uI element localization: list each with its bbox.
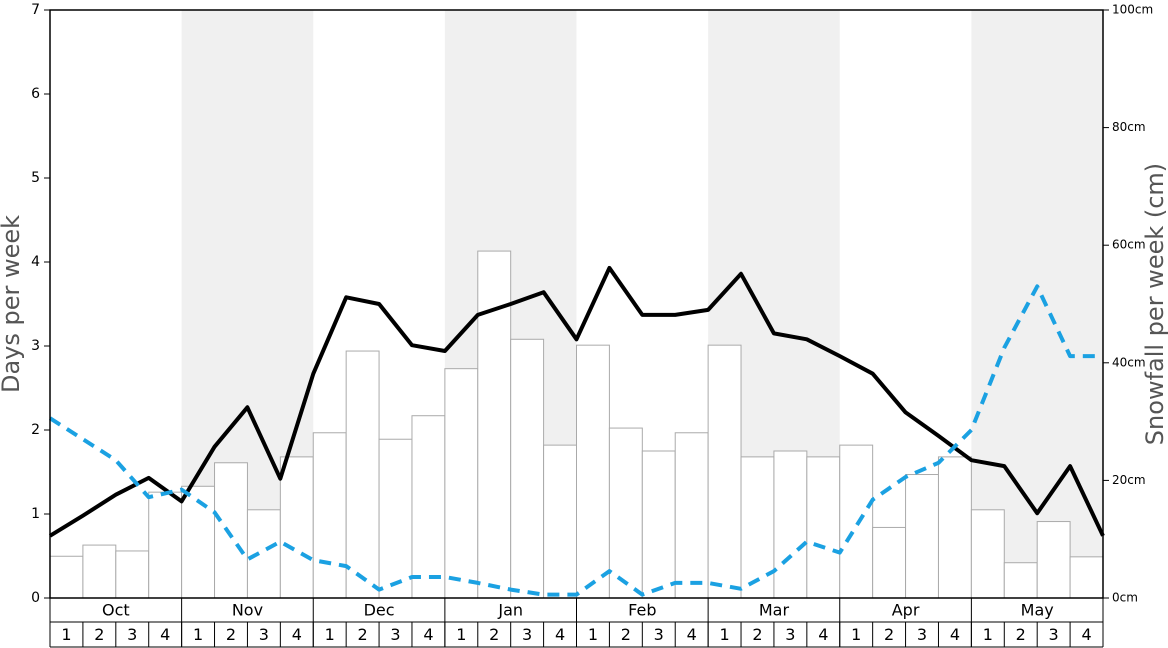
- x-tick-label: 2: [489, 625, 499, 644]
- x-tick-label: 1: [456, 625, 466, 644]
- month-label: Nov: [232, 601, 263, 620]
- bar: [937, 456, 972, 599]
- bar: [345, 350, 380, 599]
- x-tick-label: 4: [160, 625, 170, 644]
- month-label: Dec: [364, 601, 395, 620]
- x-tick-label: 4: [555, 625, 565, 644]
- bar: [576, 344, 610, 599]
- month-label: Jan: [497, 601, 523, 620]
- y2-tick-label: 0cm: [1112, 591, 1138, 605]
- bar: [641, 450, 676, 599]
- y-tick-label: 0: [31, 590, 40, 606]
- y2-axis-label: Snowfall per week (cm): [1141, 163, 1168, 445]
- x-tick-label: 3: [1049, 625, 1059, 644]
- x-tick-label: 3: [390, 625, 400, 644]
- x-tick-label: 2: [621, 625, 631, 644]
- y-axis-label: Days per week: [0, 215, 25, 393]
- x-tick-label: 3: [654, 625, 664, 644]
- bar: [312, 432, 347, 599]
- bar: [477, 250, 512, 599]
- x-tick-label: 3: [522, 625, 532, 644]
- bar: [246, 509, 281, 599]
- x-tick-label: 4: [818, 625, 828, 644]
- month-label: Feb: [628, 601, 656, 620]
- y-tick-label: 2: [31, 422, 40, 438]
- x-tick-label: 3: [259, 625, 269, 644]
- y2-tick-label: 40cm: [1112, 355, 1146, 369]
- bar: [510, 338, 545, 599]
- month-label: May: [1021, 601, 1054, 620]
- bar: [411, 415, 446, 599]
- bar: [872, 526, 907, 599]
- bar: [543, 444, 577, 599]
- bar: [1069, 556, 1104, 599]
- x-tick-label: 2: [358, 625, 368, 644]
- bar: [773, 450, 808, 599]
- month-label: Apr: [892, 601, 920, 620]
- x-tick-label: 4: [423, 625, 433, 644]
- x-tick-label: 3: [785, 625, 795, 644]
- y2-tick-label: 60cm: [1112, 238, 1146, 252]
- x-tick-label: 3: [127, 625, 137, 644]
- bar: [1003, 562, 1038, 599]
- x-tick-label: 1: [193, 625, 203, 644]
- y2-tick-label: 80cm: [1112, 120, 1146, 134]
- x-tick-label: 3: [917, 625, 927, 644]
- bar: [806, 456, 841, 599]
- x-tick-label: 1: [61, 625, 71, 644]
- month-band: [971, 10, 1103, 598]
- y-tick-label: 7: [31, 2, 40, 18]
- x-tick-label: 2: [94, 625, 104, 644]
- bar: [214, 462, 248, 599]
- y-tick-label: 3: [31, 338, 40, 354]
- bar: [608, 427, 643, 599]
- x-tick-label: 4: [950, 625, 960, 644]
- x-tick-label: 4: [687, 625, 697, 644]
- y2-tick-label: 20cm: [1112, 473, 1146, 487]
- y-tick-label: 6: [31, 86, 40, 102]
- bar: [970, 509, 1005, 599]
- x-tick-label: 1: [983, 625, 993, 644]
- y-tick-label: 4: [31, 254, 40, 270]
- y2-tick-label: 100cm: [1112, 3, 1153, 17]
- x-tick-label: 2: [752, 625, 762, 644]
- bar: [279, 456, 314, 599]
- x-tick-label: 4: [1081, 625, 1091, 644]
- bar: [674, 432, 709, 599]
- bar: [49, 555, 84, 599]
- y-tick-label: 1: [31, 506, 40, 522]
- bar: [905, 474, 939, 599]
- bar: [181, 485, 216, 599]
- bar: [115, 550, 150, 599]
- bar: [740, 456, 775, 599]
- line-series: [48, 284, 1103, 597]
- bar: [839, 444, 874, 599]
- x-tick-label: 2: [226, 625, 236, 644]
- bar: [707, 344, 742, 599]
- month-label: Mar: [759, 601, 790, 620]
- bar: [444, 368, 479, 599]
- month-label: Oct: [102, 601, 130, 620]
- y-tick-label: 5: [31, 170, 40, 186]
- x-tick-label: 1: [325, 625, 335, 644]
- x-tick-label: 1: [588, 625, 598, 644]
- bar: [148, 491, 183, 599]
- line-series: [48, 265, 1105, 538]
- x-tick-label: 1: [851, 625, 861, 644]
- bar: [1036, 521, 1071, 599]
- x-tick-label: 2: [1016, 625, 1026, 644]
- x-tick-label: 4: [292, 625, 302, 644]
- x-tick-label: 1: [719, 625, 729, 644]
- bar: [82, 544, 117, 599]
- bar: [378, 438, 413, 599]
- x-tick-label: 2: [884, 625, 894, 644]
